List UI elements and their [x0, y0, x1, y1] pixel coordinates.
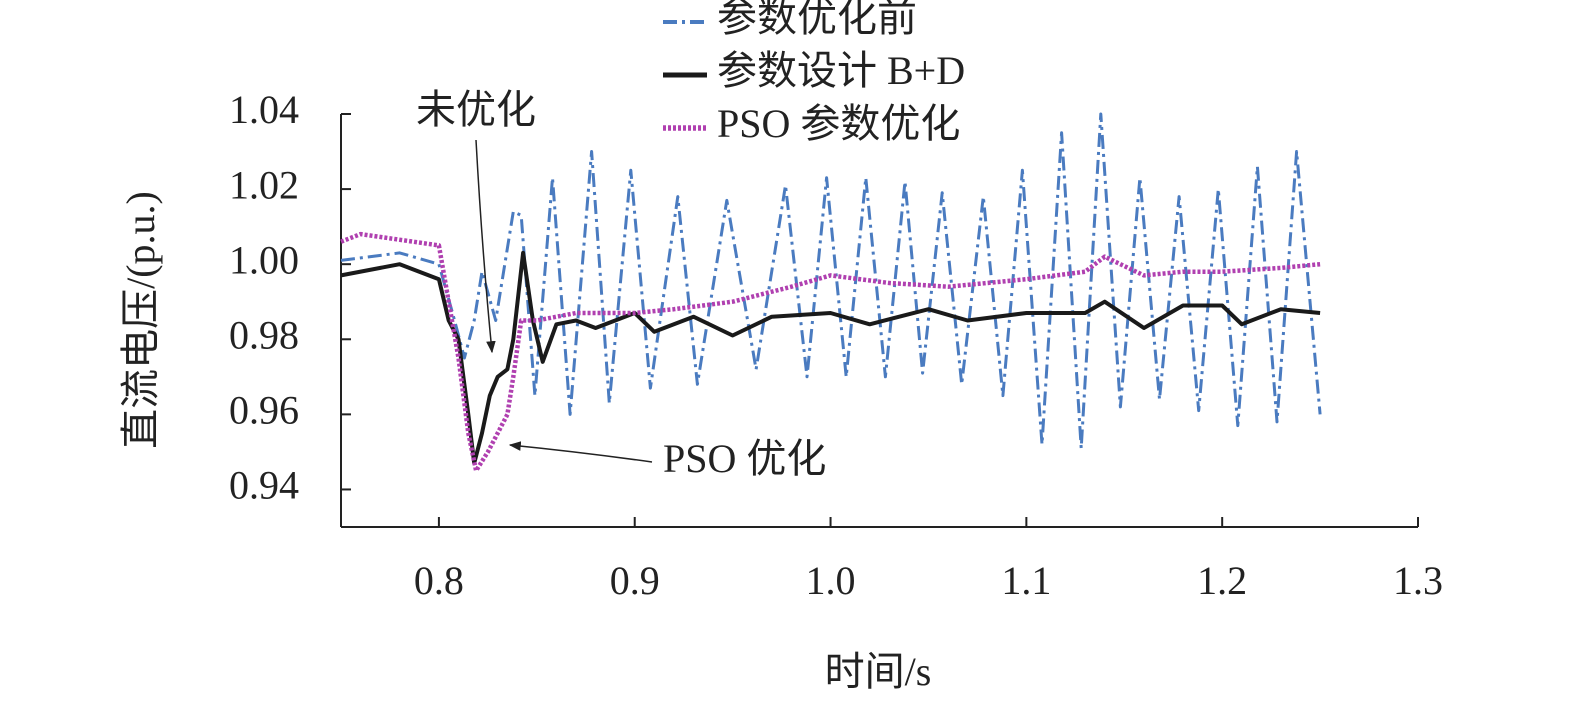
legend-label: 参数设计 B+D — [717, 48, 965, 93]
x-tick-label: 0.8 — [414, 558, 464, 603]
y-tick-label: 0.94 — [229, 463, 299, 508]
legend-label: PSO 参数优化 — [717, 101, 960, 146]
annotation-arrow — [475, 139, 496, 354]
annotation: 未优化 — [416, 87, 536, 132]
x-tick-label: 1.1 — [1001, 558, 1051, 603]
annotation: PSO 优化 — [663, 436, 826, 481]
x-tick-label: 1.2 — [1197, 558, 1247, 603]
y-tick-label: 1.04 — [229, 87, 299, 132]
series-line — [340, 231, 1321, 473]
y-tick-label: 0.96 — [229, 388, 299, 433]
x-tick-label: 0.9 — [610, 558, 660, 603]
y-axis-label: 直流电压/(p.u.) — [118, 191, 163, 449]
annotation-arrow — [508, 441, 653, 463]
x-axis-label: 时间/s — [825, 649, 932, 694]
x-tick-label: 1.3 — [1393, 558, 1443, 603]
legend-label: 参数优化前 — [717, 0, 917, 40]
series-line — [340, 250, 1321, 466]
y-tick-label: 0.98 — [229, 312, 299, 357]
y-tick-label: 1.02 — [229, 162, 299, 207]
x-tick-label: 1.0 — [806, 558, 856, 603]
y-tick-label: 1.00 — [229, 237, 299, 282]
